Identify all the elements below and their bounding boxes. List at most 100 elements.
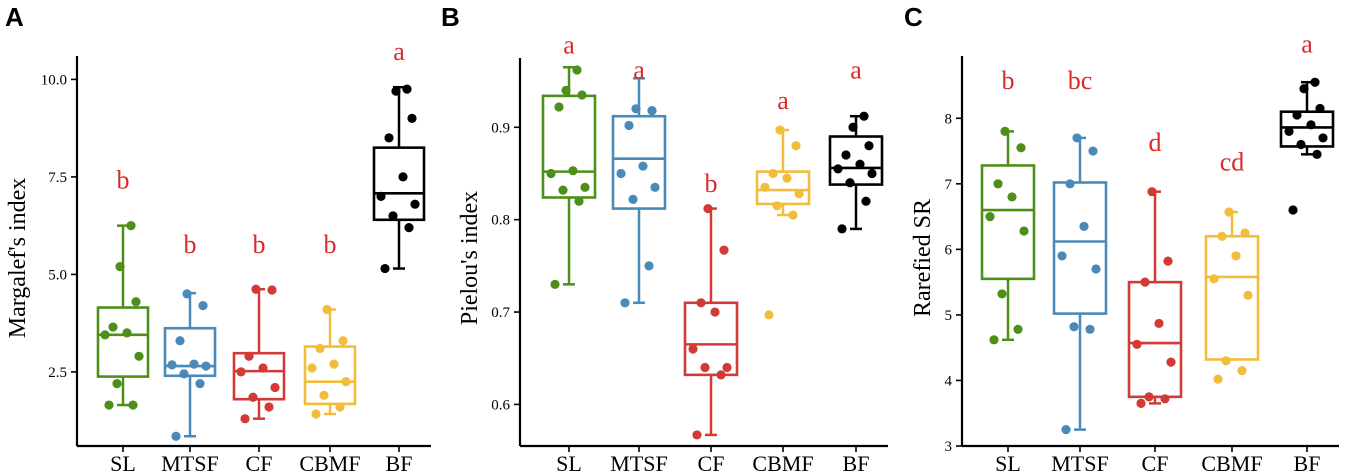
data-point xyxy=(329,359,339,369)
data-point xyxy=(335,402,345,412)
data-point xyxy=(861,196,871,206)
data-point xyxy=(391,86,401,96)
data-point xyxy=(574,196,584,206)
data-point xyxy=(1072,133,1082,143)
x-tick-label: MTSF xyxy=(161,451,218,473)
data-point xyxy=(112,379,122,389)
data-point xyxy=(1163,256,1173,266)
data-point xyxy=(1306,120,1316,130)
data-point xyxy=(236,367,246,377)
data-point xyxy=(388,211,398,221)
data-point xyxy=(546,168,556,179)
y-tick-label: 7 xyxy=(945,177,953,193)
data-point xyxy=(182,289,192,299)
data-point xyxy=(644,261,654,271)
significance-letter: b xyxy=(705,169,718,198)
data-point xyxy=(764,310,774,320)
data-point xyxy=(307,363,317,373)
box-group-cf: CF d xyxy=(1127,128,1183,473)
box-group-cf: CF b xyxy=(232,230,286,473)
data-point xyxy=(1243,290,1253,300)
box-group-bf: BF a xyxy=(828,55,884,473)
x-tick-label: CBMF xyxy=(299,451,360,473)
data-point xyxy=(848,122,858,132)
significance-letter: a xyxy=(1301,30,1313,59)
data-point xyxy=(696,298,706,308)
significance-letter: a xyxy=(850,55,862,84)
significance-letter: b xyxy=(184,230,197,259)
box xyxy=(1279,110,1335,148)
data-point xyxy=(1231,251,1241,261)
data-point xyxy=(1144,392,1154,402)
data-point xyxy=(631,104,641,114)
data-point xyxy=(1312,149,1322,159)
data-point xyxy=(993,179,1003,189)
box xyxy=(755,170,811,206)
data-point xyxy=(772,201,782,211)
box-group-mtsf: MTSF a xyxy=(610,55,667,473)
plot-area: 0.6 0.7 0.8 0.9 SL a MTSF a CF b CBMF a BF a xyxy=(491,30,888,473)
data-point xyxy=(1065,179,1075,189)
data-point xyxy=(1318,133,1328,143)
box xyxy=(683,301,739,377)
data-point xyxy=(985,211,995,222)
data-point xyxy=(837,224,847,234)
data-point xyxy=(700,362,710,373)
panel-letter: A xyxy=(5,2,24,32)
data-point xyxy=(108,322,118,332)
significance-letter: cd xyxy=(1220,148,1245,177)
data-point xyxy=(550,279,560,289)
significance-letter: a xyxy=(393,37,405,66)
significance-letter: b xyxy=(324,230,337,259)
data-point xyxy=(638,161,648,171)
data-point xyxy=(791,141,801,151)
y-tick-label: 5.0 xyxy=(48,267,67,283)
data-point xyxy=(1292,110,1302,120)
data-point xyxy=(258,363,268,373)
y-tick-label: 4 xyxy=(945,373,953,389)
data-point xyxy=(404,223,414,233)
data-point xyxy=(710,307,720,317)
y-axis-title: Pielou's index xyxy=(457,191,483,325)
data-point xyxy=(1299,84,1309,94)
box-group-sl: SL b xyxy=(980,66,1036,473)
significance-letter: a xyxy=(563,30,575,59)
data-point xyxy=(624,120,634,131)
data-point xyxy=(855,159,865,169)
y-tick-label: 0.9 xyxy=(491,120,510,136)
data-point xyxy=(580,182,590,192)
data-point xyxy=(1288,205,1298,215)
box-group-mtsf: MTSF b xyxy=(161,230,218,473)
data-point xyxy=(561,85,571,95)
data-point xyxy=(719,245,729,255)
x-tick-label: SL xyxy=(995,451,1021,473)
box-group-mtsf: MTSF bc xyxy=(1051,66,1108,473)
data-point xyxy=(341,377,351,387)
data-point xyxy=(1315,103,1325,114)
data-point xyxy=(1057,251,1067,261)
data-point xyxy=(554,102,564,112)
data-point xyxy=(620,298,630,308)
data-point xyxy=(407,113,417,123)
data-point xyxy=(1085,324,1095,334)
data-point xyxy=(270,382,280,393)
panel-a: A Margalef's index 2.5 5.0 7.5 10.0 SL b MTSF b… xyxy=(5,2,431,473)
box xyxy=(541,94,597,199)
data-point xyxy=(131,297,141,307)
data-point xyxy=(267,285,277,295)
data-point xyxy=(134,351,144,361)
box xyxy=(1052,181,1108,315)
data-point xyxy=(251,284,261,294)
y-tick-label: 7.5 xyxy=(48,170,67,186)
data-point xyxy=(1147,187,1157,197)
box xyxy=(980,164,1036,281)
data-point xyxy=(1132,339,1142,350)
data-point xyxy=(338,336,348,346)
data-point xyxy=(315,343,325,354)
data-point xyxy=(1217,231,1227,241)
data-point xyxy=(788,210,798,220)
data-point xyxy=(616,168,626,179)
data-point xyxy=(1007,192,1017,202)
data-point xyxy=(115,262,125,272)
x-tick-label: BF xyxy=(843,451,870,473)
